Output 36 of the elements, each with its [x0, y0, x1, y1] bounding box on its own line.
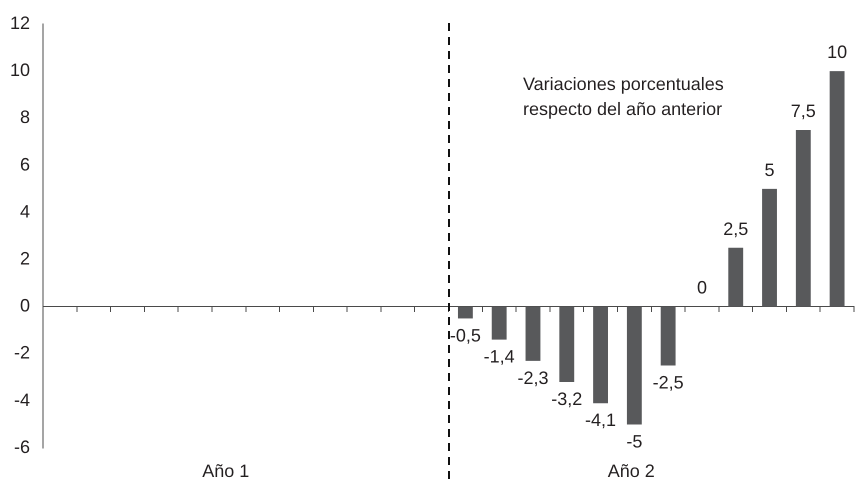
- bar: [559, 306, 574, 382]
- y-tick-label: 8: [20, 107, 30, 128]
- bar: [593, 306, 608, 404]
- data-label: -2,5: [652, 372, 684, 393]
- bar: [762, 188, 777, 307]
- data-label: -2,3: [517, 368, 548, 388]
- bar: [526, 306, 540, 361]
- text: Año 2: [608, 461, 655, 481]
- y-tick-label: 2: [20, 248, 30, 269]
- y-tick-label: 10: [10, 60, 30, 80]
- data-label: -3,2: [551, 389, 582, 410]
- data-label: 5: [764, 160, 775, 180]
- y-tick-label: 6: [20, 154, 30, 174]
- bar: [660, 306, 676, 366]
- data-label: -0,5: [450, 325, 481, 346]
- data-label: -4,1: [585, 410, 616, 430]
- bar: [796, 130, 811, 307]
- bar: [830, 71, 845, 307]
- y-tick-label: -2: [14, 342, 30, 363]
- y-tick-label: 12: [10, 12, 30, 33]
- data-label: 7,5: [790, 101, 816, 121]
- bar: [492, 306, 507, 340]
- data-label: 0: [696, 278, 707, 298]
- y-tick-label: 0: [20, 296, 30, 316]
- bar: [728, 248, 744, 307]
- data-label: -1,4: [484, 346, 515, 367]
- data-label: -5: [626, 431, 642, 452]
- text: Año 1: [202, 461, 250, 481]
- y-tick-label: -4: [14, 390, 30, 410]
- bar: [458, 306, 473, 318]
- data-label: 2,5: [723, 218, 748, 239]
- bar: [626, 306, 642, 424]
- y-tick-label: 4: [20, 201, 30, 222]
- y-tick-label: -6: [14, 436, 30, 457]
- annotation: Variaciones porcentuales respecto del año anterior: [523, 73, 725, 121]
- data-label: 10: [827, 42, 848, 62]
